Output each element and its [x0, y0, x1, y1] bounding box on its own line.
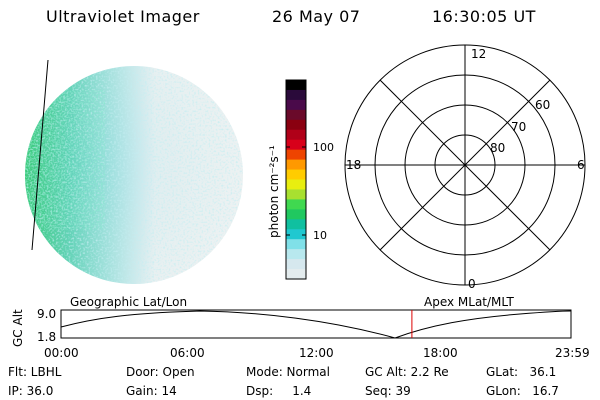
mlt-label-6: 6 — [577, 158, 585, 172]
mode-info: Mode: Normal — [246, 365, 330, 379]
altitude-ytick-1.8: 1.8 — [37, 330, 56, 344]
polar-diagonal-2 — [379, 79, 551, 251]
ip-info: IP: 36.0 — [8, 384, 54, 398]
mlt-label-0: 0 — [468, 277, 476, 291]
door-info: Door: Open — [126, 365, 195, 379]
earth-image — [25, 59, 243, 284]
seq-info: Seq: 39 — [365, 384, 411, 398]
gc-alt-info: GC Alt: 2.2 Re — [365, 365, 449, 379]
colorbar-segment — [286, 269, 306, 280]
colorbar-segment — [286, 99, 306, 111]
observation-date: 26 May 07 — [272, 7, 361, 26]
polar-plot — [344, 44, 586, 286]
coord-label-apex: Apex MLat/MLT — [424, 295, 514, 309]
time-tick-1200: 12:00 — [299, 346, 334, 360]
mlat-label-60: 60 — [535, 98, 550, 112]
observation-time: 16:30:05 UT — [432, 7, 536, 26]
time-tick-1800: 18:00 — [423, 346, 458, 360]
filter-info: Flt: LBHL — [8, 365, 62, 379]
colorbar-segment — [286, 249, 306, 260]
altitude-ytick-9: 9.0 — [37, 307, 56, 321]
instrument-title: Ultraviolet Imager — [46, 7, 200, 26]
time-tick-0000: 00:00 — [44, 346, 79, 360]
colorbar-segment — [286, 80, 306, 91]
colorbar-segment — [286, 259, 306, 270]
glon-info: GLon: 16.7 — [486, 384, 559, 398]
mlt-label-12: 12 — [471, 47, 486, 61]
mlat-label-80: 80 — [490, 141, 505, 155]
colorbar-segment — [286, 179, 306, 191]
terminator-line — [31, 59, 49, 251]
colorbar-tick-label-10: 10 — [313, 229, 327, 242]
aurora-speckle — [25, 90, 105, 230]
colorbar-segment — [286, 89, 306, 101]
altitude-plot-frame — [60, 309, 572, 339]
colorbar-segment — [286, 139, 306, 151]
colorbar-segment — [286, 199, 306, 210]
colorbar-segment — [286, 239, 306, 250]
colorbar-segment — [286, 219, 306, 230]
altitude-ylabel: GC Alt — [11, 309, 25, 347]
colorbar-frame — [285, 79, 307, 280]
colorbar-unit-label: photon cm⁻²s⁻¹ — [267, 145, 281, 238]
altitude-curve — [60, 310, 572, 339]
mlat-label-70: 70 — [511, 120, 526, 134]
colorbar-segment — [286, 149, 306, 161]
colorbar-segment — [286, 189, 306, 200]
glat-info: GLat: 36.1 — [486, 365, 557, 379]
colorbar-segment — [286, 109, 306, 121]
altitude-plot: Geographic Lat/Lon Apex MLat/MLT 9.0 1.8… — [11, 295, 590, 360]
colorbar-segment — [286, 229, 306, 240]
time-tick-2359: 23:59 — [555, 346, 590, 360]
colorbar-segment — [286, 159, 306, 171]
dsp-info: Dsp: 1.4 — [246, 384, 312, 398]
colorbar-segment — [286, 119, 306, 131]
coord-label-geographic: Geographic Lat/Lon — [70, 295, 187, 309]
colorbar-segment — [286, 129, 306, 141]
mlt-label-18: 18 — [346, 158, 361, 172]
gain-info: Gain: 14 — [126, 384, 177, 398]
time-tick-0600: 06:00 — [170, 346, 205, 360]
colorbar: 100 10 photon cm⁻²s⁻¹ — [267, 79, 334, 280]
colorbar-tick-label-100: 100 — [313, 141, 334, 154]
colorbar-segment — [286, 209, 306, 220]
colorbar-segment — [286, 169, 306, 181]
